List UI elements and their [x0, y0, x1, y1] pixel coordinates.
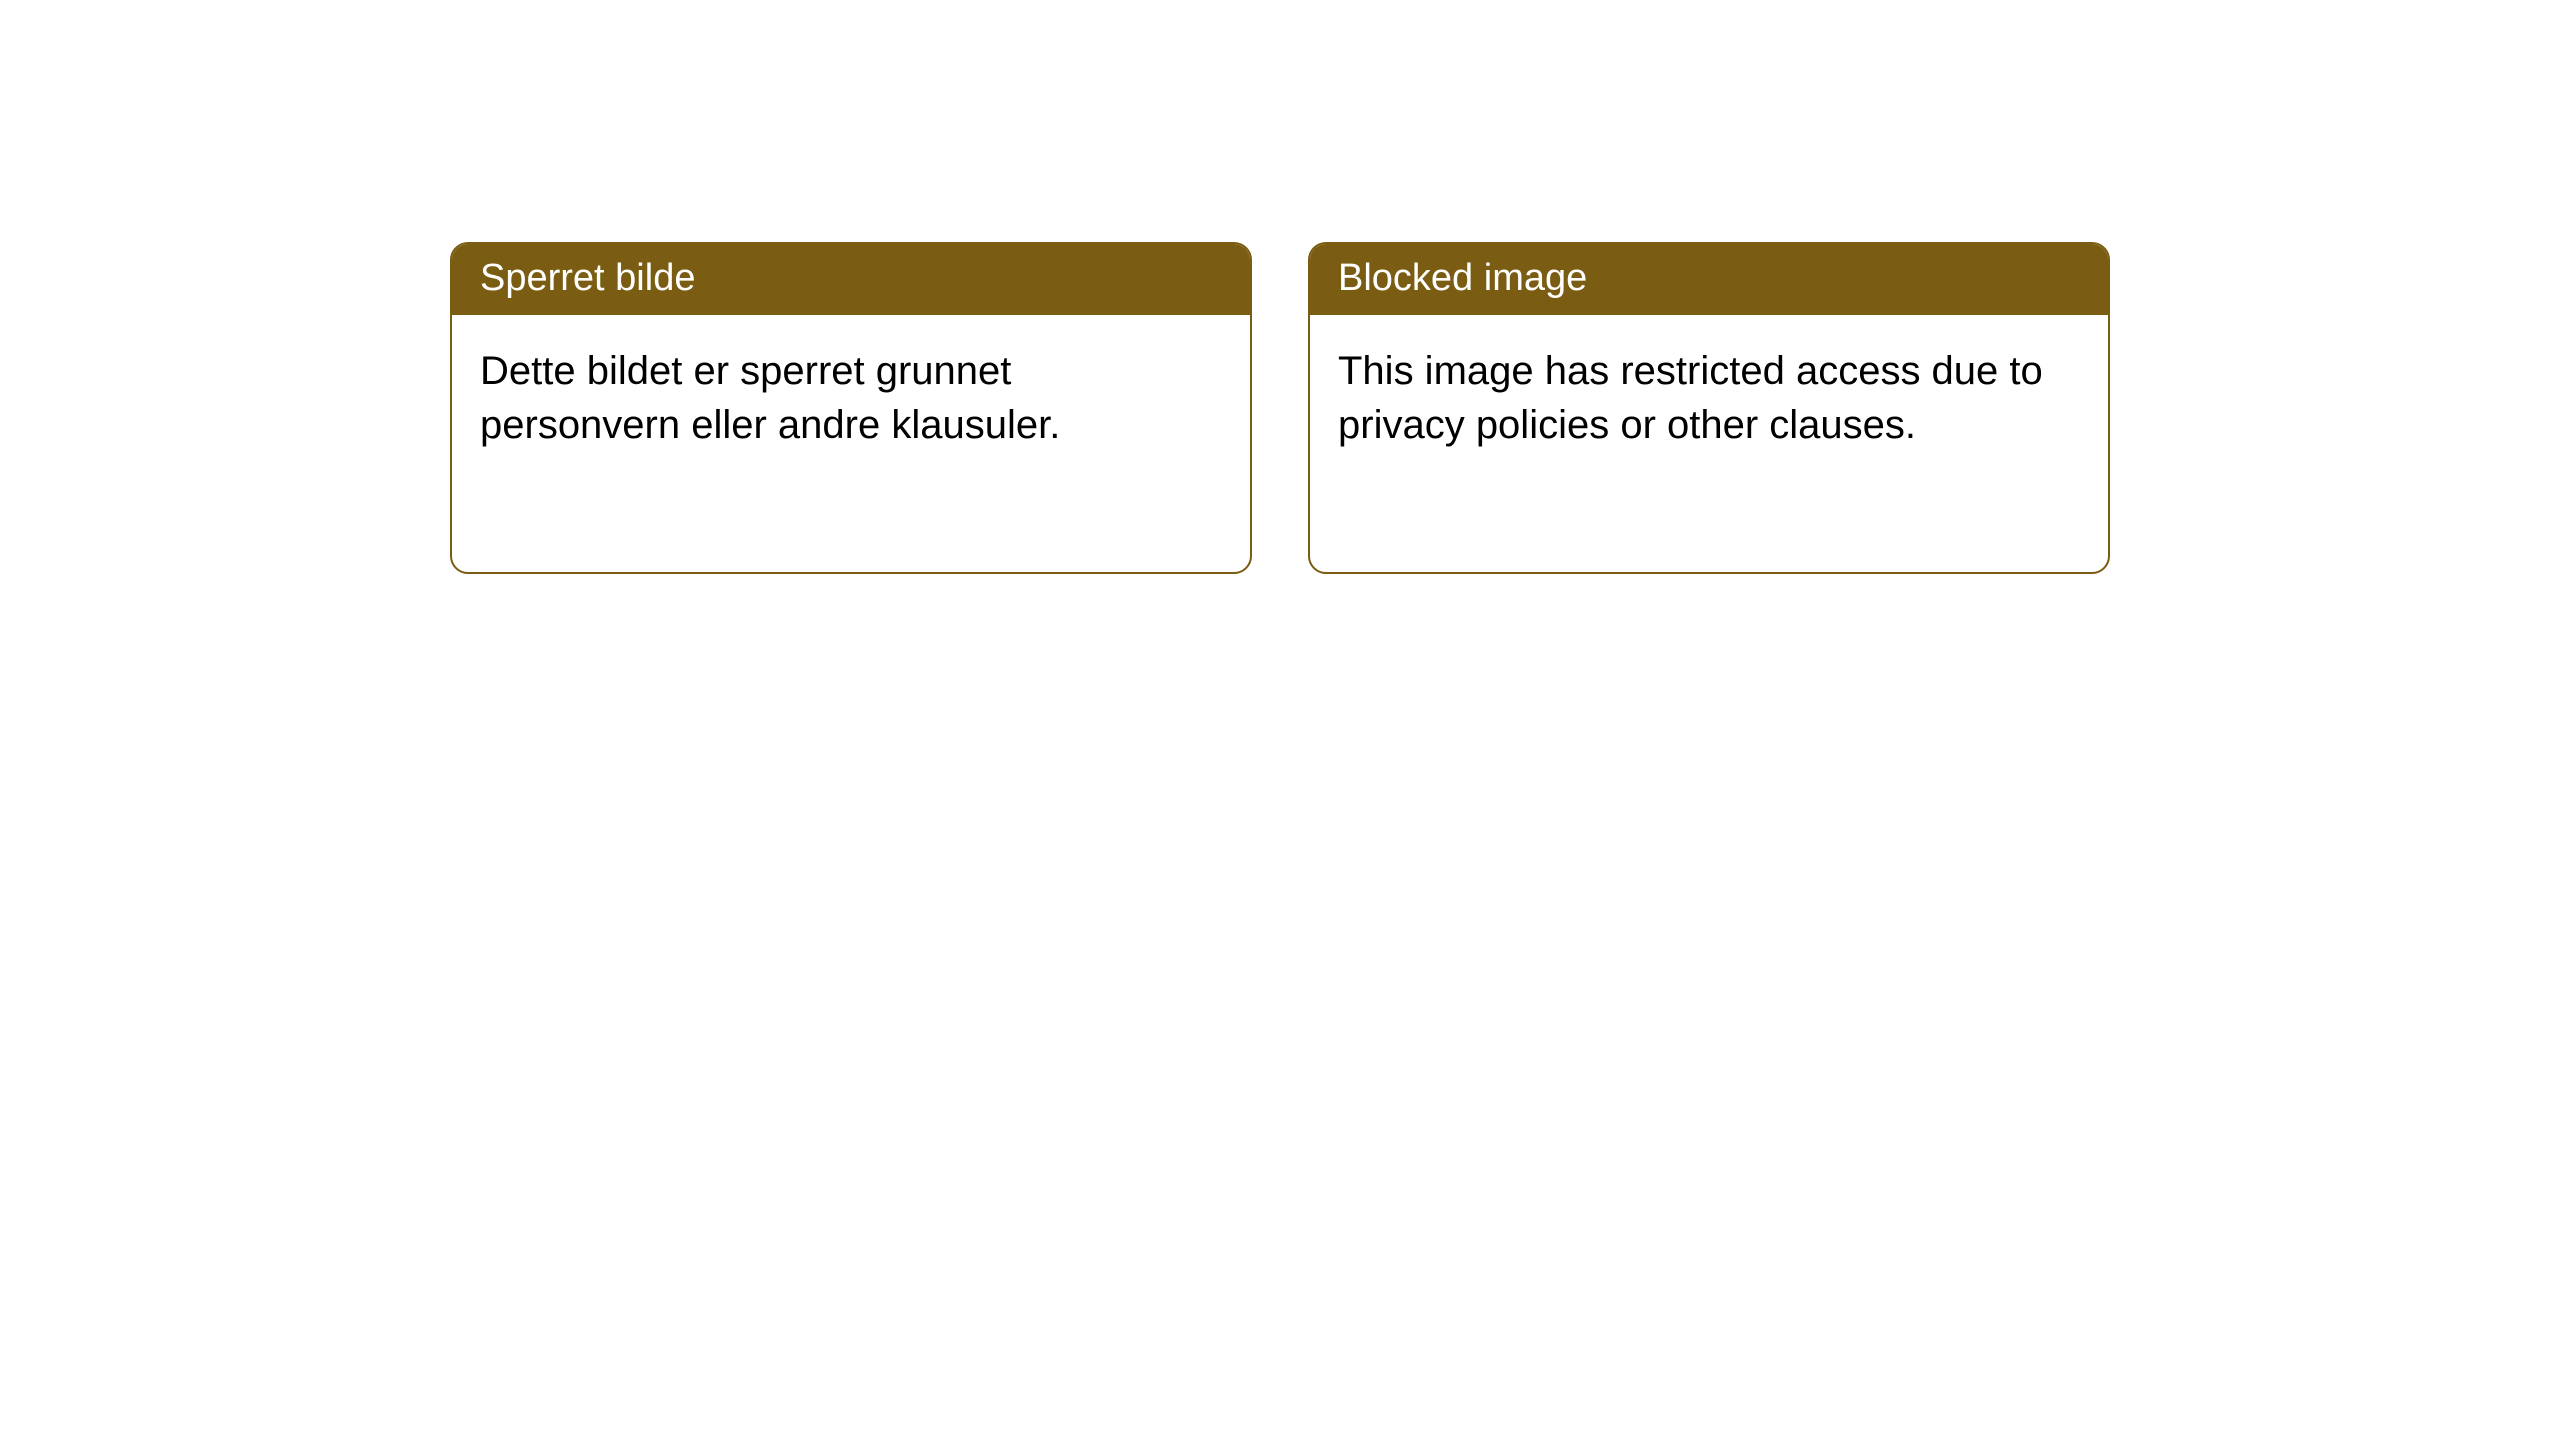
- info-box-english: Blocked image This image has restricted …: [1308, 242, 2110, 574]
- info-box-title: Sperret bilde: [452, 244, 1250, 315]
- info-box-container: Sperret bilde Dette bildet er sperret gr…: [0, 0, 2560, 574]
- info-box-norwegian: Sperret bilde Dette bildet er sperret gr…: [450, 242, 1252, 574]
- info-box-message: Dette bildet er sperret grunnet personve…: [452, 315, 1250, 481]
- info-box-message: This image has restricted access due to …: [1310, 315, 2108, 481]
- info-box-title: Blocked image: [1310, 244, 2108, 315]
